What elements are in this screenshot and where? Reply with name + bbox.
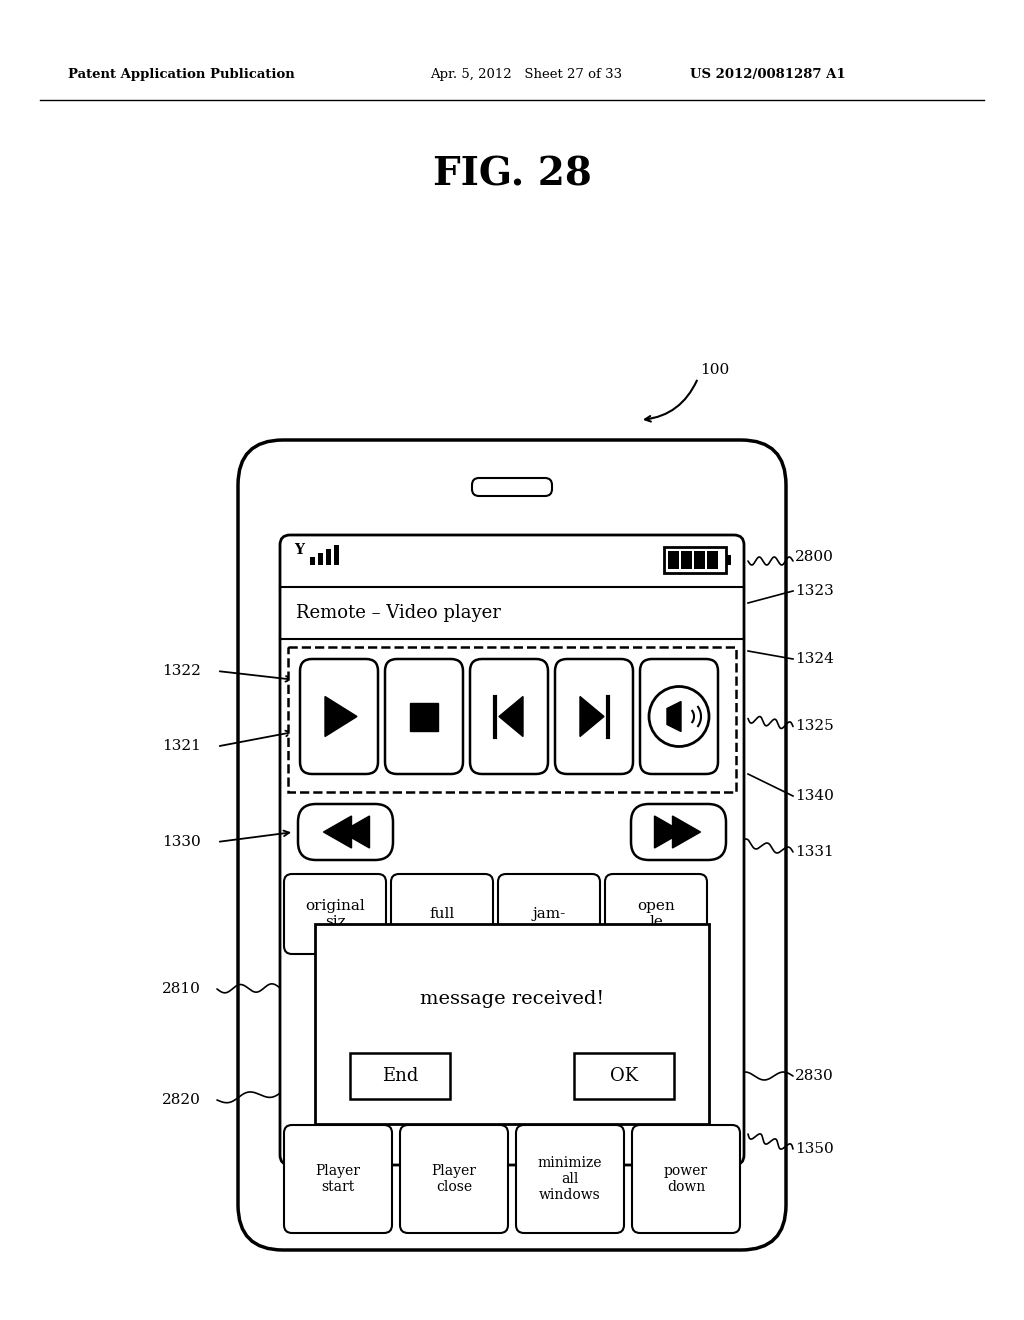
Text: minimize
all
windows: minimize all windows <box>538 1156 602 1203</box>
Text: US 2012/0081287 A1: US 2012/0081287 A1 <box>690 69 846 81</box>
Text: Player
close: Player close <box>431 1164 476 1195</box>
Text: Patent Application Publication: Patent Application Publication <box>68 69 295 81</box>
Text: 1325: 1325 <box>795 719 834 734</box>
FancyBboxPatch shape <box>298 804 393 861</box>
FancyBboxPatch shape <box>516 1125 624 1233</box>
Text: 1322: 1322 <box>162 664 201 678</box>
Bar <box>668 550 679 569</box>
Polygon shape <box>499 697 523 737</box>
FancyBboxPatch shape <box>605 874 707 954</box>
Bar <box>350 1053 450 1100</box>
FancyBboxPatch shape <box>284 1125 392 1233</box>
Polygon shape <box>341 816 370 847</box>
Polygon shape <box>654 816 683 847</box>
Text: 1321: 1321 <box>162 739 201 754</box>
Bar <box>726 554 731 565</box>
Bar <box>318 553 323 565</box>
Bar <box>574 1053 674 1100</box>
Text: 100: 100 <box>700 363 729 378</box>
Text: FIG. 28: FIG. 28 <box>432 154 592 193</box>
Text: OK: OK <box>610 1067 638 1085</box>
Text: 1324: 1324 <box>795 652 834 667</box>
FancyBboxPatch shape <box>555 659 633 774</box>
FancyBboxPatch shape <box>632 1125 740 1233</box>
Bar <box>694 550 705 569</box>
Text: End: End <box>382 1067 418 1085</box>
Bar <box>707 550 718 569</box>
Text: 2820: 2820 <box>162 1093 201 1107</box>
FancyBboxPatch shape <box>470 659 548 774</box>
FancyBboxPatch shape <box>391 874 493 954</box>
FancyBboxPatch shape <box>280 535 744 1166</box>
Text: jam-: jam- <box>532 907 565 921</box>
Text: 2830: 2830 <box>795 1069 834 1082</box>
Bar <box>410 702 438 730</box>
Text: Remote – Video player: Remote – Video player <box>296 605 501 622</box>
Text: 1331: 1331 <box>795 845 834 859</box>
Bar <box>326 549 331 565</box>
Text: Y: Y <box>294 543 304 557</box>
Text: original
siz: original siz <box>305 899 365 929</box>
FancyBboxPatch shape <box>385 659 463 774</box>
Polygon shape <box>667 701 681 731</box>
Text: Player
start: Player start <box>315 1164 360 1195</box>
Bar <box>334 545 339 565</box>
Text: open
le: open le <box>637 899 675 929</box>
FancyBboxPatch shape <box>664 546 726 573</box>
FancyBboxPatch shape <box>300 659 378 774</box>
FancyBboxPatch shape <box>498 874 600 954</box>
Polygon shape <box>325 697 357 737</box>
FancyBboxPatch shape <box>631 804 726 861</box>
FancyBboxPatch shape <box>284 874 386 954</box>
Text: Apr. 5, 2012   Sheet 27 of 33: Apr. 5, 2012 Sheet 27 of 33 <box>430 69 623 81</box>
Text: 1323: 1323 <box>795 583 834 598</box>
FancyBboxPatch shape <box>400 1125 508 1233</box>
Bar <box>315 924 709 1125</box>
Text: 1340: 1340 <box>795 789 834 803</box>
Text: message received!: message received! <box>420 990 604 1008</box>
Bar <box>681 550 692 569</box>
Text: power
down: power down <box>664 1164 708 1195</box>
Polygon shape <box>673 816 700 847</box>
Text: full: full <box>429 907 455 921</box>
Bar <box>310 557 315 565</box>
Text: 2800: 2800 <box>795 550 834 564</box>
FancyBboxPatch shape <box>238 440 786 1250</box>
FancyBboxPatch shape <box>472 478 552 496</box>
Text: 1330: 1330 <box>162 836 201 849</box>
Polygon shape <box>324 816 351 847</box>
Text: 1350: 1350 <box>795 1142 834 1156</box>
Bar <box>288 647 736 792</box>
FancyBboxPatch shape <box>640 659 718 774</box>
Text: 2810: 2810 <box>162 982 201 997</box>
Polygon shape <box>580 697 604 737</box>
